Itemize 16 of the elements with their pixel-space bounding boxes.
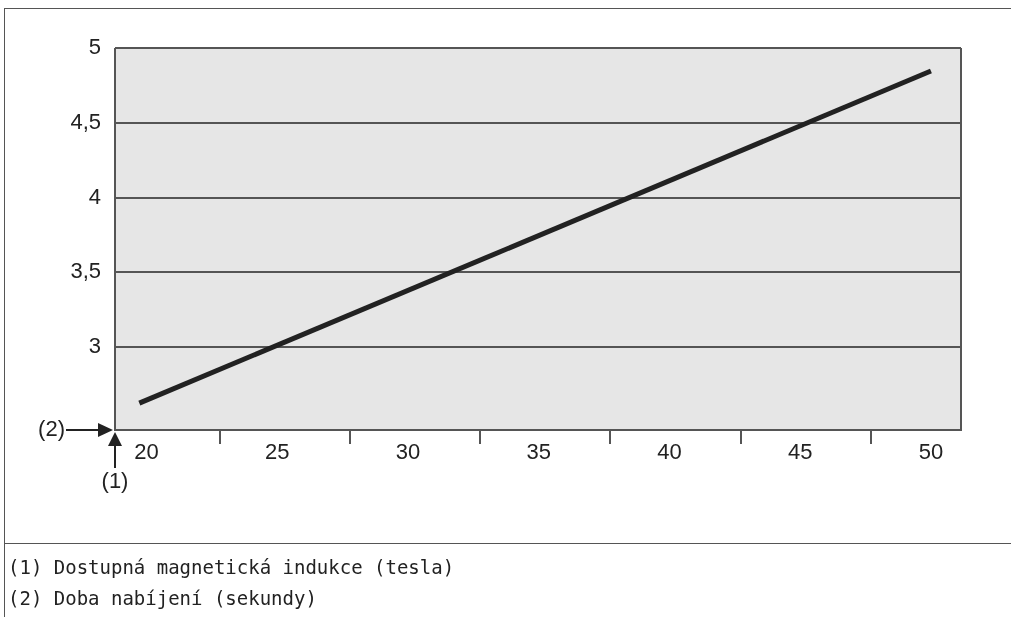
- x-tick-label: 35: [526, 439, 551, 465]
- text: (2) Doba nabíjení (sekundy): [8, 586, 318, 611]
- text: (1) Dostupná magnetická indukce (tesla): [8, 555, 455, 580]
- x-tick-label: 50: [918, 439, 944, 465]
- x-tick-label: 30: [395, 439, 421, 465]
- text: (1): [101, 468, 129, 494]
- y-tick-label: 4: [88, 183, 101, 209]
- y-tick-label: 3: [88, 333, 101, 359]
- x-tick-label: 20: [134, 439, 159, 465]
- x-tick-label: 25: [264, 439, 290, 465]
- y-tick-label: 4,5: [70, 108, 101, 134]
- x-axis-title: (2): [38, 416, 65, 442]
- x-tick-label: 45: [787, 439, 813, 465]
- y-tick-label: 3,5: [70, 258, 101, 284]
- x-tick-label: 40: [657, 439, 682, 465]
- y-tick-label: 5: [88, 34, 101, 60]
